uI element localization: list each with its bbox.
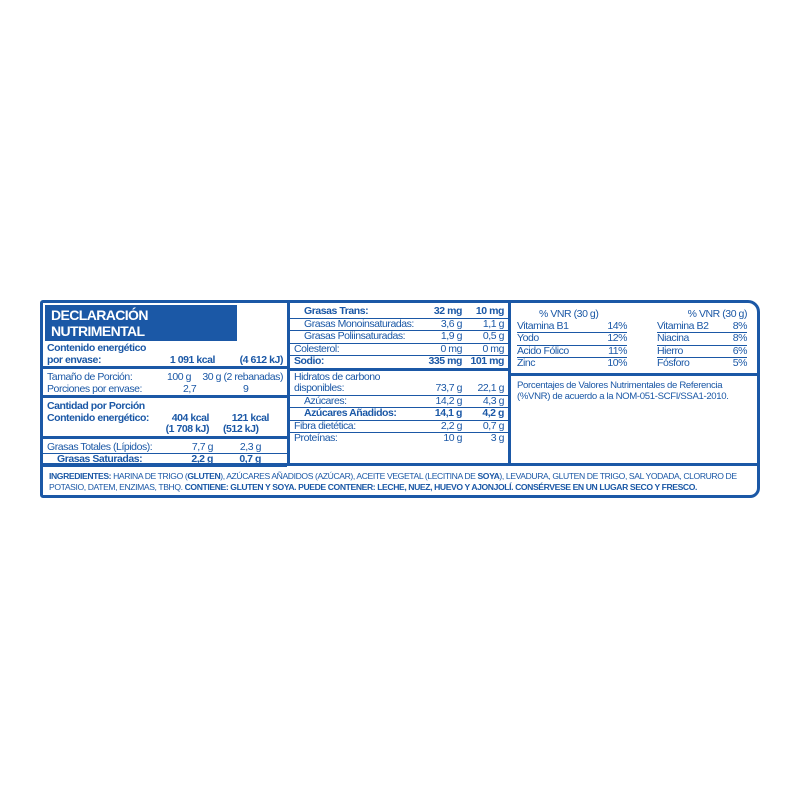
energy-kj: (4 612 kJ) — [239, 353, 284, 366]
nutrient-v2: 4,3 g — [482, 394, 505, 407]
kcal-100g: 404 kcal — [171, 411, 210, 424]
vitamin-pct: 10% — [607, 357, 627, 369]
allergen-warning: CONTIENE: GLUTEN Y SOYA. PUEDE CONTENER:… — [184, 482, 698, 492]
nutrient-label: Proteínas: — [294, 432, 338, 444]
nutrient-label: disponibles: — [294, 382, 345, 394]
nutrient-label: Grasas Saturadas: — [57, 453, 143, 465]
nutrition-label: DECLARACIÓN NUTRIMENTAL Contenido energé… — [40, 300, 760, 498]
nutrient-v2: 10 mg — [475, 305, 505, 317]
nutrient-v2: 101 mg — [470, 355, 505, 367]
vitamin-pct: 12% — [607, 332, 627, 344]
vitamin-name: Fósforo — [657, 357, 690, 369]
nutrient-v1: 335 mg — [428, 355, 463, 367]
nutrient-label: Sodio: — [294, 355, 324, 367]
column-vnr: % VNR (30 g) Vitamina B1 14% Yodo 12% Acid… — [511, 303, 757, 463]
servings-label: Porciones por envase: — [47, 382, 143, 395]
ingredients-label: INGREDIENTES: — [49, 471, 112, 481]
nutrient-v1: 2,2 g — [191, 453, 213, 465]
vitamin-name: Acido Fólico — [517, 344, 569, 357]
nutrient-v1: 1,9 g — [440, 330, 463, 342]
energy-label: Contenido energético — [47, 342, 146, 354]
nutrient-v2: 0,7 g — [482, 419, 505, 432]
vnr-right: % VNR (30 g) Vitamina B2 8% Niacina 8% Hie… — [657, 308, 748, 373]
serving-v2: 30 g (2 rebanadas) — [202, 371, 283, 383]
nutrient-v1: 3,6 g — [440, 317, 463, 330]
nutrient-label: Grasas Trans: — [304, 305, 369, 317]
servings-v1: 2,7 — [183, 382, 197, 395]
nutrient-label: Fibra dietética: — [294, 419, 356, 432]
nutrient-label: Grasas Totales (Lípidos): — [47, 440, 153, 453]
vitamin-pct: 14% — [607, 319, 627, 332]
per-serving-label: Cantidad por Porción — [47, 400, 145, 412]
nutrient-v1: 7,7 g — [191, 440, 214, 453]
allergen: GLUTEN — [187, 471, 221, 481]
nutrient-v2: 1,1 g — [482, 317, 505, 330]
nutrient-v2: 3 g — [490, 432, 505, 444]
allergen: SOYA — [477, 471, 500, 481]
vnr-header: % VNR (30 g) — [687, 308, 748, 320]
nutrient-v1: 73,7 g — [435, 382, 463, 394]
vnr-note: Porcentajes de Valores Nutrimentales de … — [517, 379, 729, 402]
vitamin-pct: 8% — [732, 332, 748, 344]
label-title: DECLARACIÓN NUTRIMENTAL — [45, 305, 237, 341]
vitamin-pct: 11% — [608, 344, 627, 357]
vitamin-name: Niacina — [657, 332, 689, 344]
nutrient-label: Grasas Poliinsaturadas: — [304, 330, 406, 342]
nutrient-v1: 0 mg — [440, 342, 462, 355]
ingredients-text: HARINA DE TRIGO ( — [111, 471, 188, 481]
vitamin-name: Zinc — [517, 357, 536, 369]
servings-v2: 9 — [243, 382, 249, 395]
nutrient-v1: 10 g — [443, 432, 462, 444]
ingredients-text: ), LEVADURA, GLUTEN DE TRIGO, SAL YODADA… — [49, 471, 737, 492]
column-nutrients: Grasas Trans: 32 mg 10 mg Grasas Monoinsat… — [290, 303, 511, 463]
nutrient-v2: 22,1 g — [477, 382, 505, 394]
nutrient-v2: 4,2 g — [482, 407, 504, 419]
vitamin-name: Vitamina B2 — [657, 319, 709, 332]
nutrient-v2: 0,7 g — [239, 453, 261, 465]
nutrient-label: Hidratos de carbono — [294, 370, 381, 383]
nutrient-v1: 32 mg — [433, 305, 463, 317]
ingredients-text: ), AZÚCARES AÑADIDOS (AZÚCAR), ACEITE VE… — [220, 471, 478, 481]
nutrient-label: Azúcares: — [304, 394, 347, 407]
energy-label-2: por envase: — [47, 353, 101, 366]
nutrient-v1: 14,2 g — [435, 394, 463, 407]
nutrient-label: Colesterol: — [294, 342, 340, 355]
vnr-header: % VNR (30 g) — [539, 308, 599, 320]
serving-label: Tamaño de Porción: — [47, 371, 133, 383]
kj-100g: (1 708 kJ) — [165, 423, 210, 435]
nutrient-label: Grasas Monoinsaturadas: — [304, 317, 414, 330]
vitamin-name: Hierro — [657, 344, 683, 357]
vitamin-pct: 6% — [732, 344, 748, 357]
nutrient-v2: 2,3 g — [239, 440, 262, 453]
nutrient-label: Azúcares Añadidos: — [304, 407, 397, 419]
nutrient-v1: 14,1 g — [434, 407, 463, 419]
vnr-left: % VNR (30 g) Vitamina B1 14% Yodo 12% Acid… — [517, 308, 627, 373]
ingredients: INGREDIENTES: HARINA DE TRIGO (GLUTEN), … — [43, 463, 757, 498]
nutrient-v2: 0 mg — [482, 342, 504, 355]
kcal-serving: 121 kcal — [231, 411, 270, 424]
nutrient-v1: 2,2 g — [440, 419, 463, 432]
vitamin-name: Vitamina B1 — [517, 319, 569, 332]
nutrient-v2: 0,5 g — [482, 330, 505, 342]
serving-v1: 100 g — [166, 371, 191, 383]
kj-serving: (512 kJ) — [223, 423, 259, 435]
per-serving-energy-label: Contenido energético: — [47, 411, 149, 424]
vitamin-pct: 5% — [732, 357, 748, 369]
vitamin-name: Yodo — [517, 332, 539, 344]
column-energy: DECLARACIÓN NUTRIMENTAL Contenido energé… — [43, 303, 290, 467]
energy-kcal: 1 091 kcal — [169, 353, 216, 366]
vitamin-pct: 8% — [732, 319, 748, 332]
